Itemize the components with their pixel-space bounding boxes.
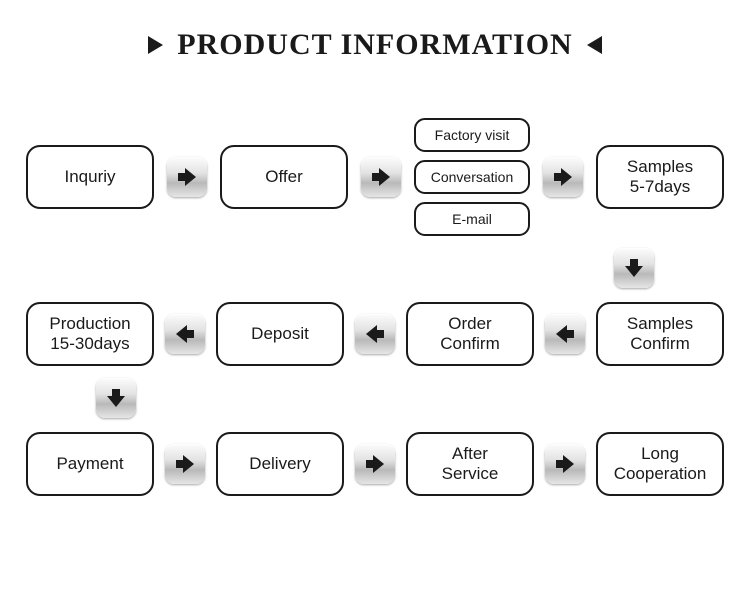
flow-row-2: Production 15-30days Deposit Order Confi… bbox=[26, 302, 724, 366]
arrow-down-icon bbox=[614, 248, 654, 288]
triangle-right-icon bbox=[148, 36, 163, 54]
node-factory-visit: Factory visit bbox=[414, 118, 530, 152]
node-payment: Payment bbox=[26, 432, 154, 496]
node-label: Long bbox=[641, 444, 679, 464]
node-production: Production 15-30days bbox=[26, 302, 154, 366]
node-label: Deposit bbox=[251, 324, 309, 344]
node-stack-contact-methods: Factory visit Conversation E-mail bbox=[414, 118, 530, 236]
arrow-down-icon bbox=[96, 378, 136, 418]
node-label: E-mail bbox=[452, 211, 492, 227]
arrow-right-icon bbox=[165, 444, 205, 484]
node-samples-confirm: Samples Confirm bbox=[596, 302, 724, 366]
triangle-left-icon bbox=[587, 36, 602, 54]
node-label: Confirm bbox=[630, 334, 690, 354]
node-label: Service bbox=[442, 464, 499, 484]
node-deposit: Deposit bbox=[216, 302, 344, 366]
arrow-right-icon bbox=[543, 157, 583, 197]
node-label: 5-7days bbox=[630, 177, 690, 197]
node-conversation: Conversation bbox=[414, 160, 530, 194]
node-label: Order bbox=[448, 314, 491, 334]
arrow-right-icon bbox=[167, 157, 207, 197]
arrow-right-icon bbox=[355, 444, 395, 484]
node-label: Samples bbox=[627, 157, 693, 177]
node-email: E-mail bbox=[414, 202, 530, 236]
node-samples-5-7days: Samples 5-7days bbox=[596, 145, 724, 209]
arrow-left-icon bbox=[355, 314, 395, 354]
arrow-left-icon bbox=[165, 314, 205, 354]
flowchart: Inquriy Offer Factory visit Conversation… bbox=[0, 118, 750, 496]
node-label: Confirm bbox=[440, 334, 500, 354]
node-label: After bbox=[452, 444, 488, 464]
node-label: Factory visit bbox=[435, 127, 510, 143]
title-bar: PRODUCT INFORMATION bbox=[0, 0, 750, 62]
node-label: Samples bbox=[627, 314, 693, 334]
flow-row-1: Inquriy Offer Factory visit Conversation… bbox=[26, 118, 724, 236]
node-offer: Offer bbox=[220, 145, 348, 209]
page-title: PRODUCT INFORMATION bbox=[177, 28, 572, 62]
arrow-right-icon bbox=[361, 157, 401, 197]
node-label: Conversation bbox=[431, 169, 514, 185]
node-after-service: After Service bbox=[406, 432, 534, 496]
node-label: 15-30days bbox=[50, 334, 129, 354]
node-label: Inquriy bbox=[64, 167, 115, 187]
arrow-left-icon bbox=[545, 314, 585, 354]
node-label: Payment bbox=[56, 454, 123, 474]
arrow-right-icon bbox=[545, 444, 585, 484]
connector-down-1 bbox=[26, 248, 724, 288]
node-label: Delivery bbox=[249, 454, 310, 474]
node-label: Cooperation bbox=[614, 464, 707, 484]
node-label: Offer bbox=[265, 167, 302, 187]
node-delivery: Delivery bbox=[216, 432, 344, 496]
node-order-confirm: Order Confirm bbox=[406, 302, 534, 366]
node-inquiry: Inquriy bbox=[26, 145, 154, 209]
node-label: Production bbox=[49, 314, 130, 334]
connector-down-2 bbox=[26, 378, 724, 418]
flow-row-3: Payment Delivery After Service Long Coop… bbox=[26, 432, 724, 496]
node-long-cooperation: Long Cooperation bbox=[596, 432, 724, 496]
